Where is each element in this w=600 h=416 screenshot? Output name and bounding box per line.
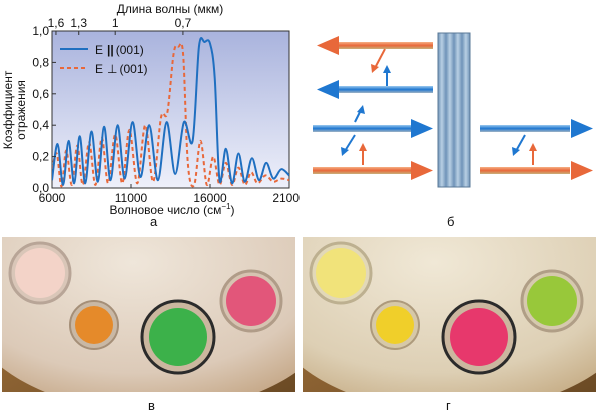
y-axis-title: Коэффициентотражения: [1, 70, 28, 149]
series-line-parallel: [52, 37, 289, 186]
legend: E || (001) E ⊥ (001): [60, 43, 147, 76]
y-tick-label: 1,0: [32, 24, 49, 38]
photo-c: [2, 237, 295, 392]
legend-label-perpendicular: E ⊥ (001): [95, 62, 147, 76]
crystal-slab: [437, 32, 471, 188]
top-tick-label: 1: [112, 16, 119, 30]
y-tick-label: 0,2: [32, 150, 49, 164]
y-tick-label: 0,8: [32, 55, 49, 69]
photo-d: [303, 237, 596, 392]
transmitted-blue-beam: [480, 119, 593, 156]
top-tick-label: 1,6: [48, 16, 65, 30]
incident-blue-beam: [313, 105, 433, 156]
panel-label-d: г: [446, 398, 451, 413]
top-axis-title: Длина волны (мкм): [117, 2, 223, 16]
legend-label-parallel: E || (001): [95, 43, 144, 57]
panel-label-b: б: [447, 214, 455, 229]
y-tick-label: 0,4: [32, 118, 49, 132]
photo-c-scene: [2, 237, 295, 392]
top-tick-label: 1,3: [70, 16, 87, 30]
transmitted-orange-beam: [480, 143, 593, 180]
y-tick-label: 0,0: [32, 181, 49, 195]
x-tick-label: 6000: [39, 191, 66, 205]
reflected-orange-beam-1: [317, 36, 433, 73]
x-axis-title: Волновое число (см−1): [109, 202, 234, 217]
y-tick-label: 0,6: [32, 87, 49, 101]
photo-d-scene: [303, 237, 596, 392]
top-tick-label: 0,7: [175, 16, 192, 30]
x-tick-label: 16000: [193, 191, 227, 205]
polarization-diagram: [313, 32, 593, 188]
x-tick-label: 11000: [115, 191, 148, 205]
panel-label-a: а: [150, 214, 158, 229]
reflected-blue-beam: [317, 65, 433, 99]
panel-label-c: в: [148, 398, 155, 413]
incident-orange-beam: [313, 143, 433, 180]
